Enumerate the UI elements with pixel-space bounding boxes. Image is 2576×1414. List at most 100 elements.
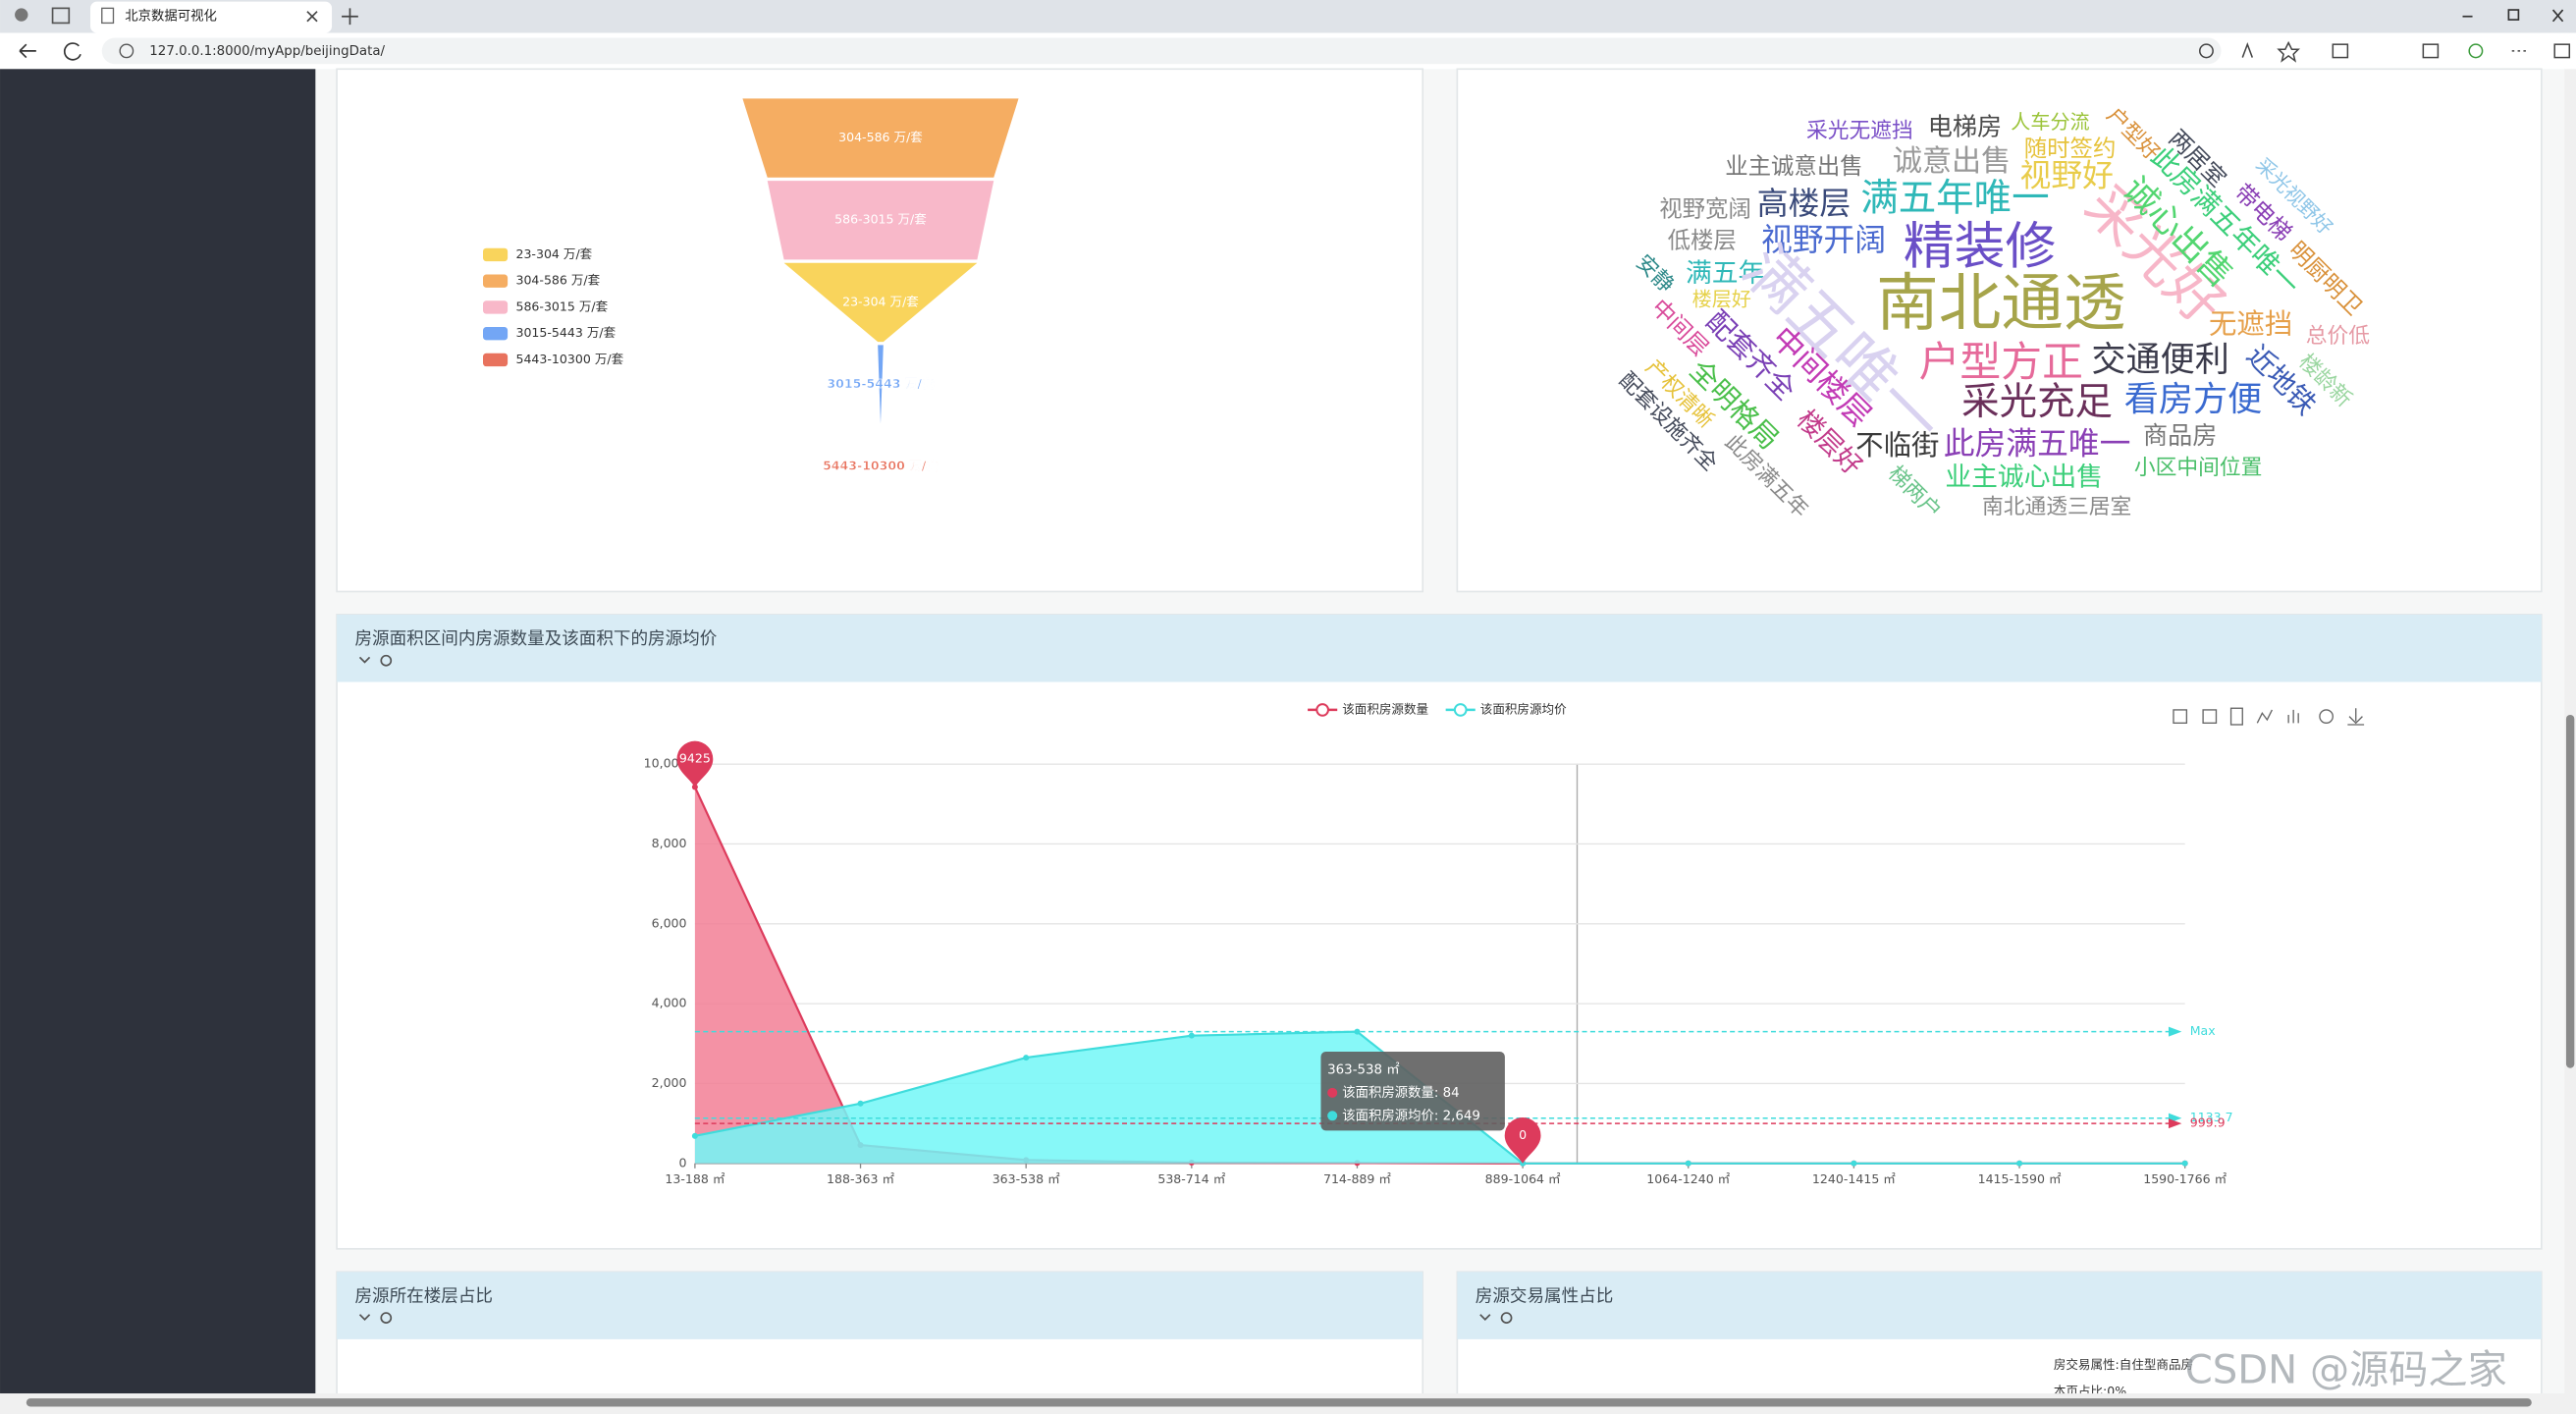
collections[interactable] bbox=[2422, 43, 2440, 59]
word: 诚意出售 bbox=[1893, 144, 2011, 179]
extension[interactable] bbox=[2468, 43, 2484, 59]
word: 低楼层 bbox=[1668, 226, 1737, 253]
y-tick-label: 4,000 bbox=[652, 996, 687, 1010]
word: 南北通透三居室 bbox=[1982, 495, 2131, 519]
split-screen[interactable] bbox=[2332, 43, 2349, 59]
favorite[interactable] bbox=[2277, 40, 2300, 63]
refresh-icon[interactable] bbox=[380, 1312, 393, 1324]
mark-arrow bbox=[2168, 1026, 2182, 1037]
legend-marker bbox=[1453, 703, 1468, 717]
tooltip-dot bbox=[1327, 1087, 1338, 1098]
tooltip-dot bbox=[1327, 1111, 1338, 1121]
word: 满五年 bbox=[1686, 258, 1764, 289]
tool-line[interactable] bbox=[2256, 709, 2273, 724]
funnel-segment bbox=[767, 181, 994, 260]
scroll-thumb[interactable] bbox=[2565, 714, 2575, 1068]
legend-label: 该面积房源均价 bbox=[1480, 701, 1567, 716]
mark-pin-label: 9425 bbox=[679, 751, 711, 766]
reload-button[interactable] bbox=[63, 42, 81, 61]
tab-close[interactable] bbox=[306, 11, 318, 23]
tool-zoom[interactable] bbox=[2173, 709, 2188, 724]
tooltip bbox=[1320, 1052, 1505, 1131]
x-tick-label: 1240-1415 ㎡ bbox=[1812, 1171, 1896, 1186]
mark-pin bbox=[676, 740, 714, 788]
refresh-icon[interactable] bbox=[1500, 1312, 1513, 1324]
tab[interactable] bbox=[90, 1, 333, 33]
point bbox=[1354, 1028, 1361, 1035]
y-tick-label: 2,000 bbox=[652, 1075, 687, 1090]
word: 商品房 bbox=[2143, 421, 2217, 450]
tool-zoom-reset[interactable] bbox=[2202, 709, 2218, 724]
profile-icon[interactable] bbox=[15, 8, 28, 22]
tool-restore[interactable] bbox=[2319, 709, 2334, 724]
collapse-icon[interactable] bbox=[358, 1314, 371, 1321]
funnel-label: 304-586 万/套 bbox=[838, 130, 923, 144]
funnel-segment bbox=[742, 98, 1019, 178]
y-tick-label: 6,000 bbox=[652, 915, 687, 930]
legend-swatch bbox=[483, 353, 509, 367]
x-tick-label: 538-714 ㎡ bbox=[1157, 1171, 1225, 1186]
toolbox bbox=[2173, 707, 2365, 726]
x-tick-label: 1415-1590 ㎡ bbox=[1978, 1171, 2062, 1186]
point bbox=[1685, 1160, 1691, 1167]
word: 视野宽阔 bbox=[1659, 195, 1751, 223]
close-window[interactable] bbox=[2551, 9, 2564, 23]
refresh-icon[interactable] bbox=[380, 654, 393, 667]
h-scroll-thumb[interactable] bbox=[26, 1398, 2532, 1407]
y-tick-label: 0 bbox=[679, 1155, 687, 1169]
legend-label: 304-586 万/套 bbox=[515, 273, 600, 288]
word: 满五年唯一 bbox=[1860, 177, 2049, 221]
funnel-segment bbox=[878, 345, 884, 424]
tool-bar[interactable] bbox=[2287, 709, 2299, 724]
read-aloud[interactable] bbox=[2241, 42, 2254, 58]
x-tick-label: 1590-1766 ㎡ bbox=[2143, 1171, 2227, 1186]
word: 电梯房 bbox=[1928, 113, 2002, 141]
word: 业主诚心出售 bbox=[1945, 462, 2103, 492]
collapse-icon[interactable] bbox=[358, 656, 371, 664]
point bbox=[1188, 1032, 1195, 1039]
x-tick-label: 1064-1240 ㎡ bbox=[1646, 1171, 1730, 1186]
legend-label: 该面积房源数量 bbox=[1342, 701, 1428, 716]
restore[interactable] bbox=[2507, 9, 2520, 21]
url-field[interactable] bbox=[101, 37, 2222, 65]
word: 南北通透 bbox=[1876, 267, 2125, 340]
site-info[interactable] bbox=[119, 43, 134, 59]
word: 交通便利 bbox=[2091, 340, 2229, 380]
point bbox=[1851, 1160, 1857, 1167]
zoom-icon[interactable] bbox=[2199, 43, 2214, 59]
tool-save[interactable] bbox=[2347, 708, 2365, 726]
legend-label: 586-3015 万/套 bbox=[515, 299, 608, 313]
y-tick-label: 10,000 bbox=[644, 756, 687, 771]
panel-header bbox=[1457, 1272, 2542, 1339]
point bbox=[857, 1100, 864, 1107]
watermark: CSDN @源码之家 bbox=[2185, 1347, 2507, 1392]
back-button[interactable] bbox=[19, 43, 36, 59]
url-text: 127.0.0.1:8000/myApp/beijingData/ bbox=[149, 44, 385, 59]
panel-title: 房源交易属性占比 bbox=[1476, 1286, 1614, 1306]
legend-swatch bbox=[483, 327, 509, 341]
word: 精装修 bbox=[1904, 217, 2057, 276]
mark-label: Max bbox=[2190, 1023, 2217, 1038]
funnel-label: 586-3015 万/套 bbox=[834, 212, 927, 227]
tool-data-view[interactable] bbox=[2229, 707, 2243, 726]
mark-pin bbox=[1504, 1116, 1541, 1164]
word: 高楼层 bbox=[1757, 186, 1851, 222]
new-tab[interactable] bbox=[342, 8, 358, 26]
legend-label: 5443-10300 万/套 bbox=[515, 352, 623, 366]
x-tick-label: 889-1064 ㎡ bbox=[1485, 1171, 1561, 1186]
word: 无遮挡 bbox=[2209, 307, 2292, 340]
word: 随时签约 bbox=[2024, 135, 2117, 162]
mark-arrow bbox=[2168, 1118, 2182, 1129]
collapse-icon[interactable] bbox=[1479, 1314, 1491, 1321]
sidebar-toggle[interactable] bbox=[2553, 43, 2571, 59]
x-tick-label: 714-889 ㎡ bbox=[1323, 1171, 1391, 1186]
tab-actions[interactable] bbox=[51, 7, 71, 25]
word: 人车分流 bbox=[2011, 110, 2089, 134]
legend-label: 23-304 万/套 bbox=[515, 246, 592, 261]
word: 楼层好 bbox=[1692, 288, 1751, 311]
mark-label: 999.9 bbox=[2190, 1115, 2226, 1130]
tab-bar bbox=[0, 0, 2576, 33]
panel-title: 房源所在楼层占比 bbox=[354, 1286, 493, 1306]
funnel-label: 23-304 万/套 bbox=[842, 294, 919, 308]
